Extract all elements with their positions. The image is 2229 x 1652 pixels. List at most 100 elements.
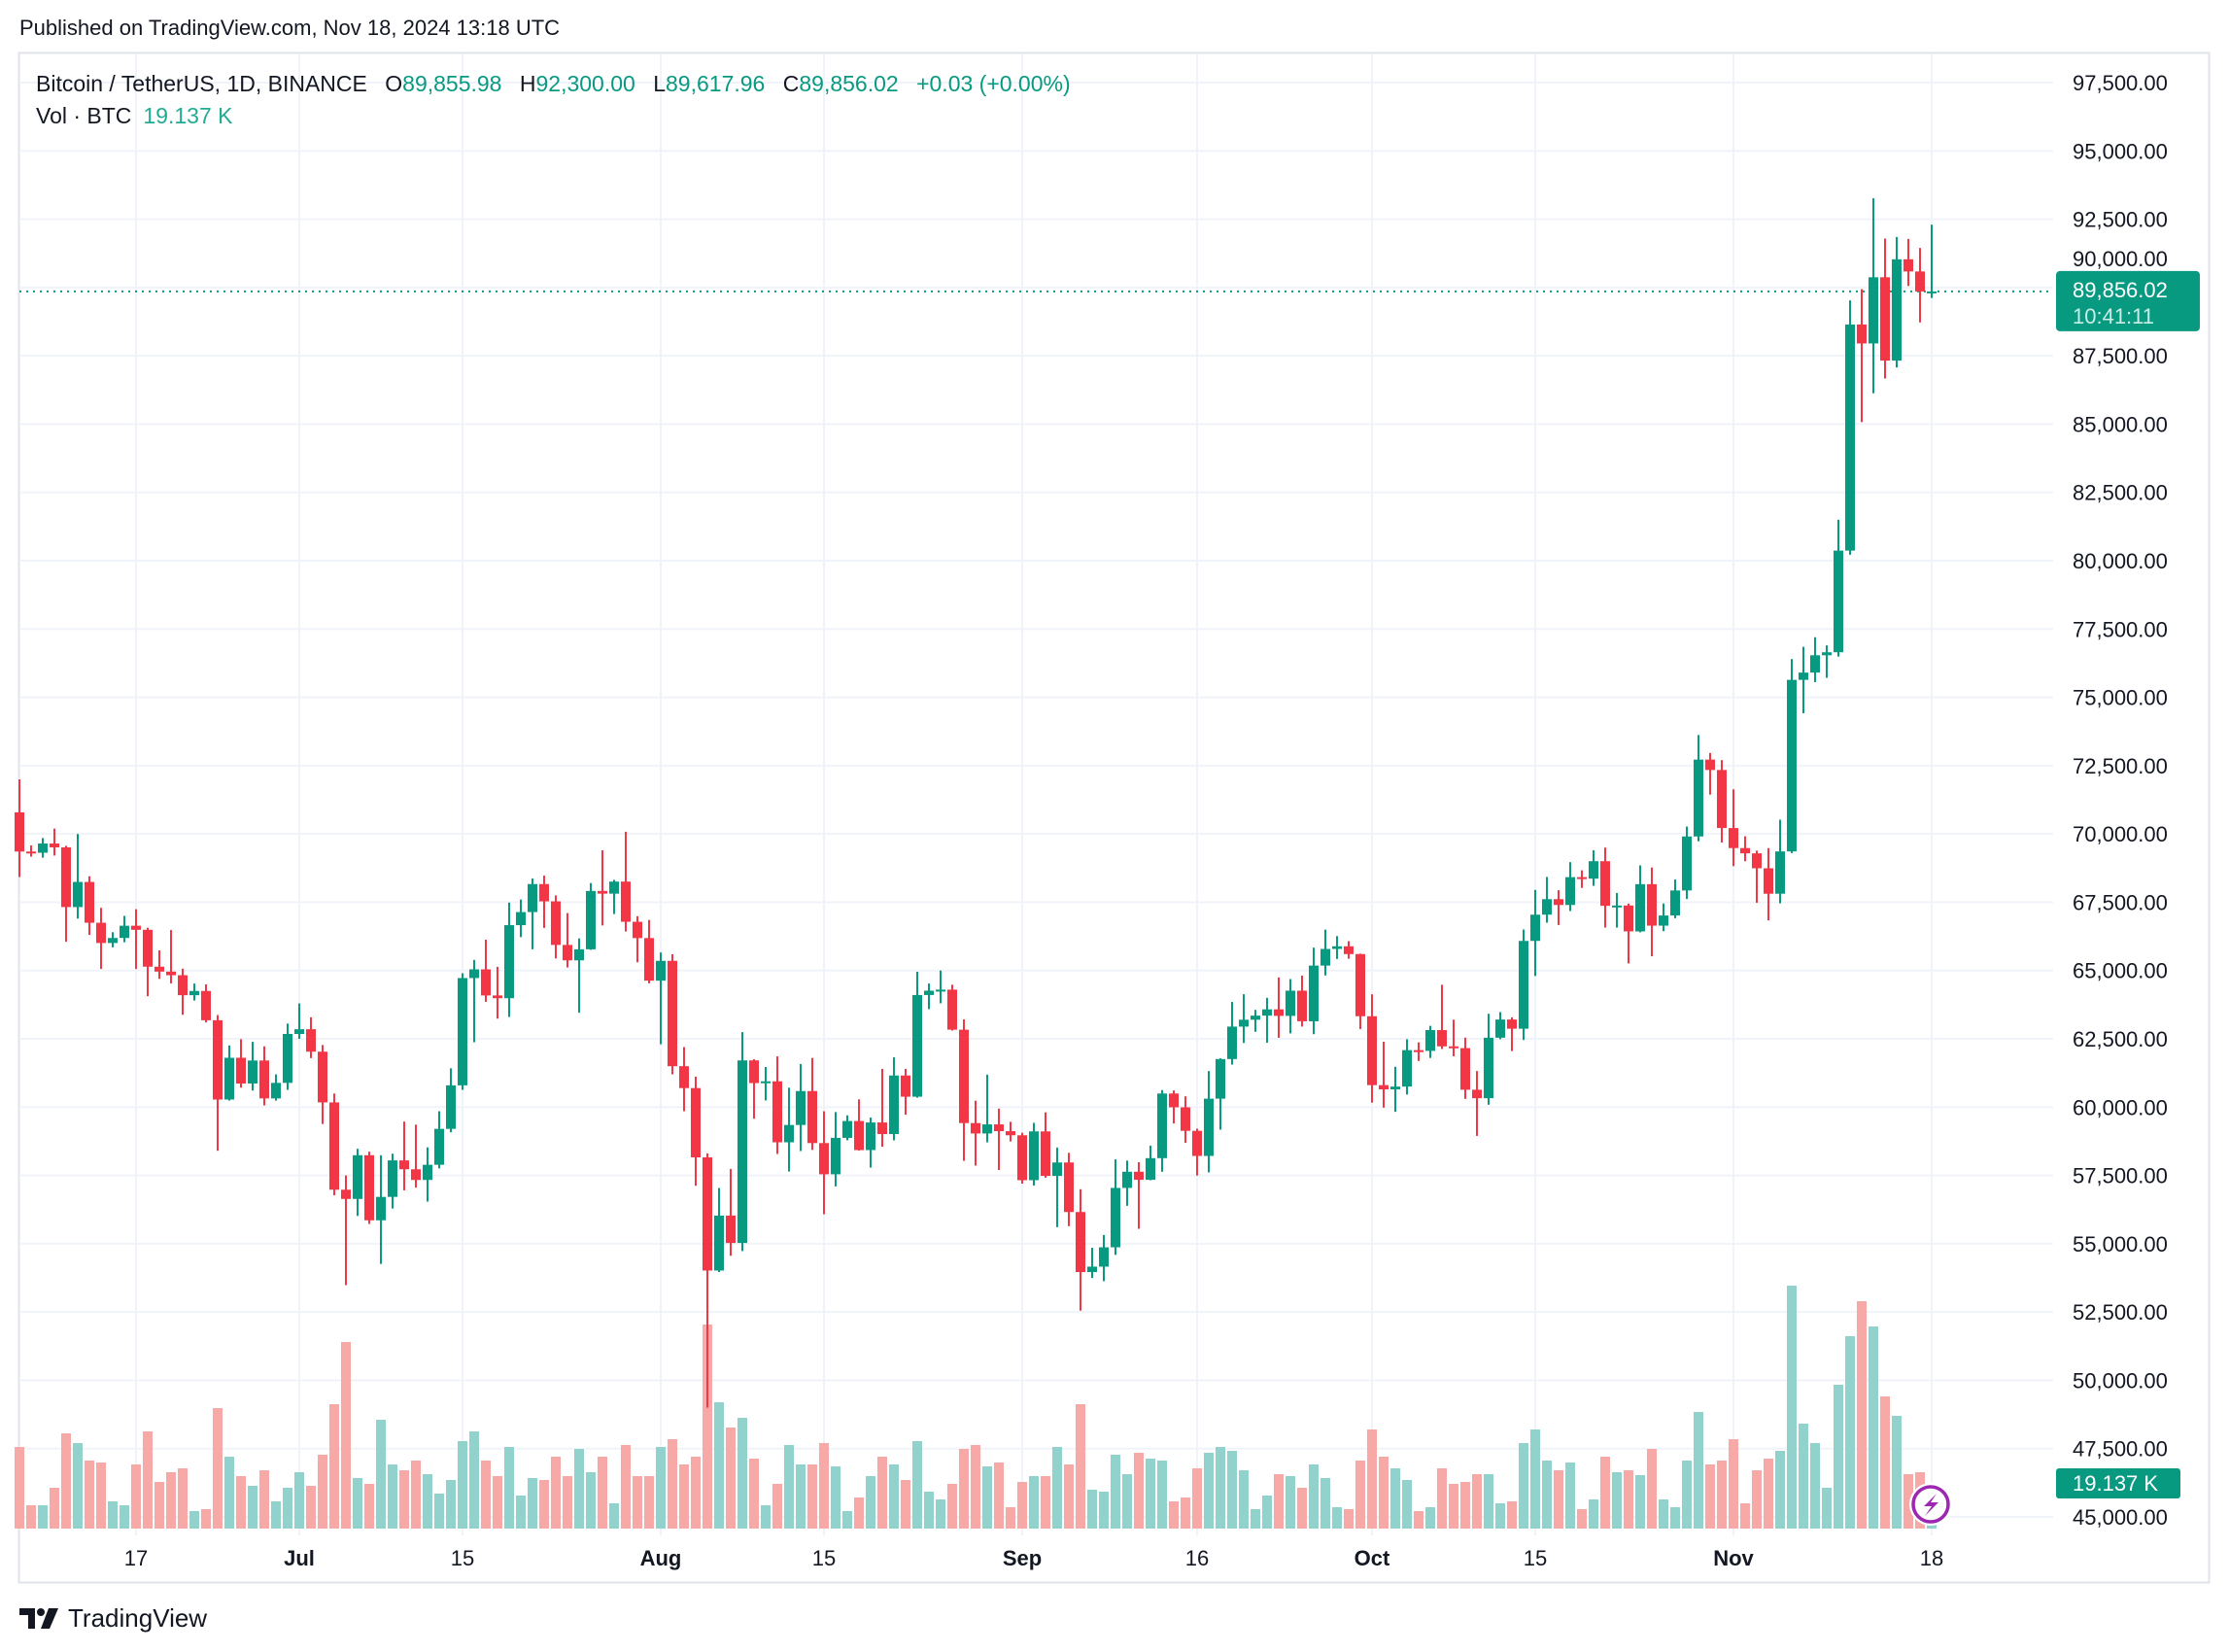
candle[interactable]: [1146, 1145, 1155, 1181]
candle[interactable]: [551, 895, 561, 959]
candle[interactable]: [1286, 979, 1295, 1034]
tradingview-brand[interactable]: TradingView: [19, 1603, 207, 1634]
candle[interactable]: [1915, 248, 1925, 323]
candle[interactable]: [1355, 953, 1365, 1029]
candle[interactable]: [1577, 870, 1587, 888]
candle[interactable]: [959, 1018, 969, 1161]
candle[interactable]: [796, 1063, 806, 1152]
candle[interactable]: [1087, 1248, 1097, 1279]
candle[interactable]: [259, 1046, 269, 1106]
candle[interactable]: [633, 915, 642, 963]
candle[interactable]: [1099, 1234, 1109, 1282]
candle[interactable]: [1437, 984, 1447, 1050]
price-axis[interactable]: 97,500.00 95,000.00 92,500.00 90,000.00 87,5…: [2073, 71, 2168, 1530]
candle[interactable]: [1682, 826, 1692, 900]
candle[interactable]: [982, 1074, 992, 1143]
candle[interactable]: [679, 1047, 689, 1112]
candle[interactable]: [1530, 889, 1540, 977]
candle[interactable]: [294, 1003, 304, 1040]
candle[interactable]: [1822, 645, 1832, 678]
candle[interactable]: [1764, 847, 1773, 921]
candle[interactable]: [388, 1153, 397, 1209]
candle[interactable]: [399, 1121, 409, 1190]
candle[interactable]: [1752, 850, 1762, 904]
candle[interactable]: [1659, 903, 1668, 932]
candle[interactable]: [1216, 1058, 1225, 1130]
candle[interactable]: [877, 1068, 887, 1148]
candle[interactable]: [108, 932, 118, 947]
candle[interactable]: [901, 1068, 910, 1116]
candle[interactable]: [726, 1168, 736, 1256]
candle[interactable]: [1589, 850, 1598, 886]
candle[interactable]: [609, 879, 619, 914]
candle[interactable]: [1880, 238, 1890, 379]
candle[interactable]: [1624, 903, 1633, 964]
candle[interactable]: [364, 1152, 374, 1224]
candle[interactable]: [1402, 1039, 1412, 1095]
candle[interactable]: [1694, 735, 1703, 842]
candle[interactable]: [1449, 1019, 1458, 1056]
candle[interactable]: [1076, 1188, 1085, 1311]
candle[interactable]: [1192, 1128, 1202, 1176]
candle[interactable]: [1262, 997, 1272, 1044]
candle[interactable]: [644, 919, 654, 983]
candle[interactable]: [889, 1057, 899, 1141]
candle[interactable]: [26, 844, 36, 857]
candle[interactable]: [481, 940, 491, 1002]
symbol-title[interactable]: Bitcoin / TetherUS, 1D, BINANCE: [36, 71, 367, 96]
candle[interactable]: [1507, 1016, 1517, 1051]
candle[interactable]: [1670, 879, 1680, 918]
candle[interactable]: [306, 1016, 316, 1058]
candle[interactable]: [947, 984, 957, 1031]
candle[interactable]: [1554, 890, 1563, 925]
candle[interactable]: [15, 778, 24, 878]
candle[interactable]: [539, 876, 549, 928]
candle[interactable]: [1134, 1162, 1144, 1229]
candle[interactable]: [1705, 752, 1715, 795]
candle[interactable]: [516, 899, 526, 938]
candle[interactable]: [1344, 941, 1354, 959]
candle[interactable]: [1787, 659, 1797, 853]
candle[interactable]: [761, 1066, 771, 1101]
candle[interactable]: [714, 1187, 724, 1273]
candle[interactable]: [819, 1111, 829, 1215]
candle[interactable]: [1297, 975, 1307, 1027]
candle[interactable]: [737, 1032, 747, 1252]
candle[interactable]: [38, 838, 48, 858]
candle[interactable]: [446, 1068, 456, 1133]
candle[interactable]: [1857, 289, 1867, 423]
candle[interactable]: [749, 1059, 759, 1119]
candle[interactable]: [854, 1099, 864, 1152]
candle[interactable]: [586, 882, 596, 950]
candle[interactable]: [1052, 1147, 1062, 1227]
candle[interactable]: [1204, 1071, 1214, 1173]
candle[interactable]: [1845, 300, 1855, 555]
candle[interactable]: [703, 1153, 712, 1408]
candle[interactable]: [1472, 1071, 1482, 1136]
lightning-icon[interactable]: [1909, 1483, 1952, 1526]
candle[interactable]: [563, 912, 572, 968]
candle[interactable]: [1600, 847, 1610, 928]
candle[interactable]: [936, 970, 945, 1004]
candle[interactable]: [598, 850, 607, 926]
candle[interactable]: [1799, 646, 1808, 713]
candle[interactable]: [131, 909, 141, 970]
candle[interactable]: [656, 952, 666, 1045]
candle[interactable]: [213, 1015, 223, 1152]
candle[interactable]: [994, 1108, 1004, 1170]
candle[interactable]: [772, 1056, 782, 1154]
candle[interactable]: [1390, 1066, 1400, 1113]
candle[interactable]: [528, 878, 537, 949]
candle[interactable]: [574, 938, 584, 1014]
candle[interactable]: [248, 1042, 257, 1091]
candle[interactable]: [1332, 936, 1342, 959]
candle[interactable]: [1064, 1153, 1074, 1226]
candle[interactable]: [971, 1100, 980, 1166]
candle[interactable]: [283, 1023, 292, 1090]
candle[interactable]: [329, 1093, 339, 1196]
candle[interactable]: [807, 1057, 817, 1151]
candle[interactable]: [50, 828, 59, 856]
candle[interactable]: [831, 1112, 840, 1187]
candle[interactable]: [236, 1039, 246, 1088]
